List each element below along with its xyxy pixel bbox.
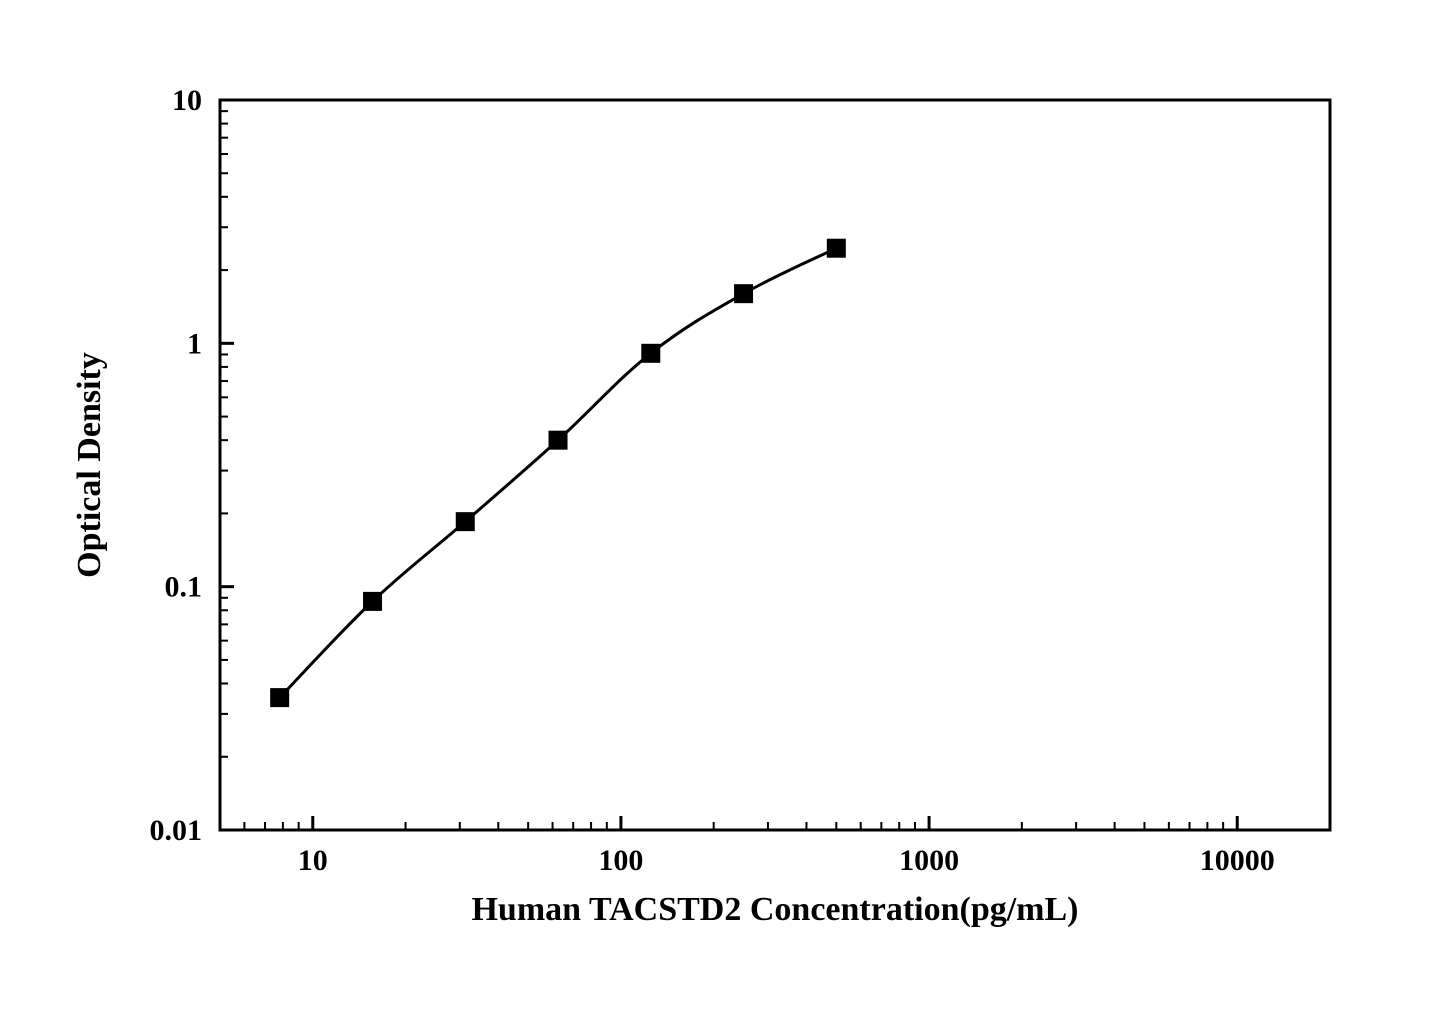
data-marker [735, 285, 753, 303]
data-marker [364, 592, 382, 610]
data-marker [271, 689, 289, 707]
data-marker [827, 239, 845, 257]
x-tick-label: 10 [298, 844, 328, 877]
y-tick-label: 0.01 [150, 814, 203, 847]
x-tick-label: 10000 [1200, 844, 1275, 877]
y-tick-label: 1 [187, 327, 202, 360]
y-tick-label: 0.1 [165, 571, 203, 604]
y-tick-label: 10 [172, 84, 202, 117]
x-tick-label: 1000 [899, 844, 959, 877]
y-axis-label: Optical Density [71, 352, 108, 578]
data-marker [456, 513, 474, 531]
data-marker [642, 344, 660, 362]
chart-svg: 10 100 1000 10000 0.01 0.1 1 10 Human TACSTD2 Co… [0, 0, 1445, 1009]
data-marker [549, 431, 567, 449]
x-axis-label: Human TACSTD2 Concentration(pg/mL) [471, 891, 1078, 928]
x-tick-label: 100 [598, 844, 643, 877]
chart-container: 10 100 1000 10000 0.01 0.1 1 10 Human TACSTD2 Co… [0, 0, 1445, 1009]
